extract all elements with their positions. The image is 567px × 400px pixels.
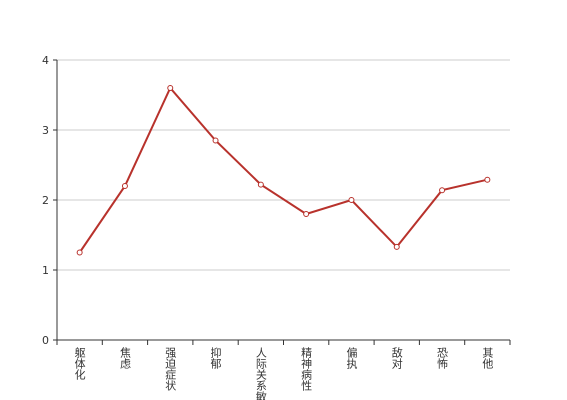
y-tick-label: 1 [42,264,49,277]
point [393,243,400,250]
x-tick-label: 焦虑 [118,347,131,369]
x-tick-label: 强迫症状 [164,347,177,391]
x-tick-label: 人际关系敏感 [254,347,267,400]
x-tick-label: 其他 [481,347,494,369]
line [78,86,488,254]
point [167,85,174,91]
point [348,197,355,203]
y-tick-label: 4 [42,54,49,67]
point [439,187,446,194]
x-tick-label: 抑郁 [209,346,222,369]
y-tick-label: 2 [42,194,49,207]
point [303,211,310,217]
point [76,249,83,256]
y-tick-label: 3 [42,124,49,137]
point [257,181,264,188]
x-tick-label: 偏执 [345,346,358,370]
x-tick-label: 精神病性 [300,347,313,392]
x-tick-label: 躯体化 [73,347,86,381]
point [212,137,219,144]
x-tick-label: 敌对 [390,346,403,369]
point [121,183,128,189]
x-tick-label: 恐怖 [436,347,449,369]
point [484,176,491,183]
y-tick-label: 0 [42,334,49,347]
